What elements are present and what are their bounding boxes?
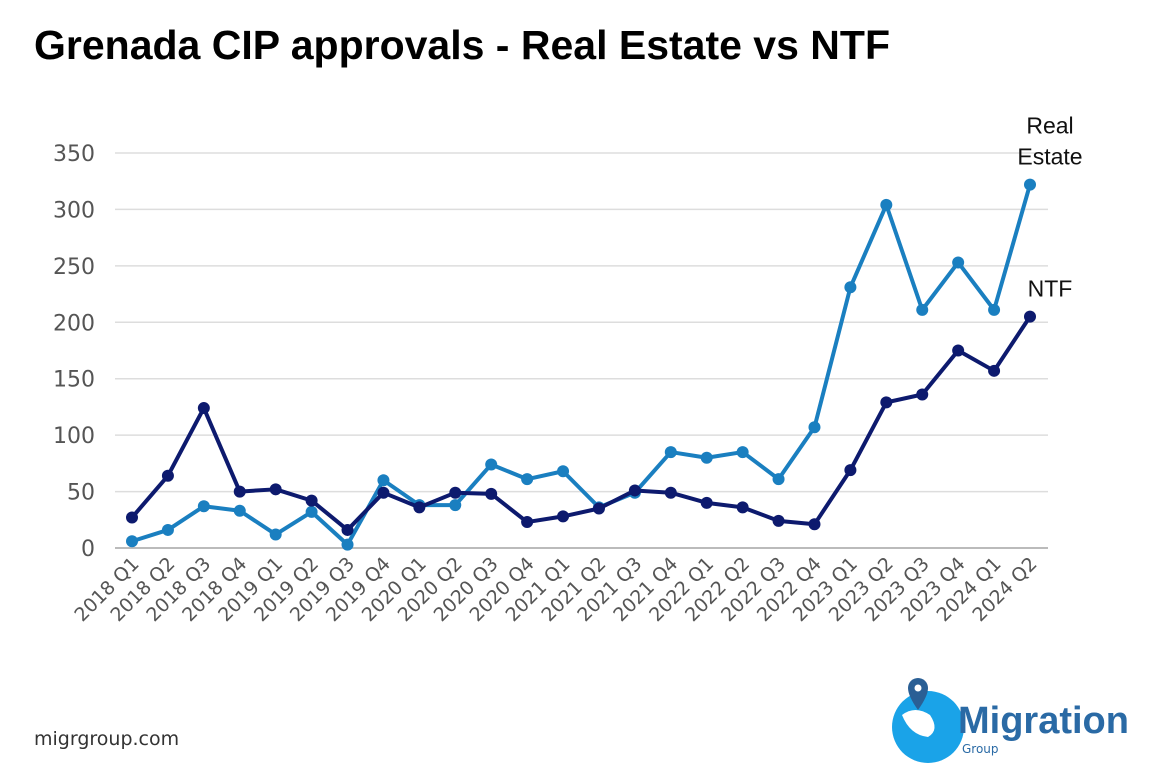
data-point: [521, 473, 534, 486]
data-point: [772, 473, 785, 486]
data-point: [844, 464, 857, 477]
series-label: Real: [1026, 113, 1073, 139]
data-point: [628, 484, 641, 497]
data-point: [305, 505, 318, 518]
y-tick-label: 100: [53, 424, 95, 449]
data-point: [557, 510, 570, 523]
data-point: [449, 499, 462, 512]
logo-sub: Group: [962, 742, 999, 756]
data-point: [808, 421, 821, 434]
data-point: [952, 256, 965, 269]
data-point: [808, 518, 821, 531]
data-point: [916, 388, 929, 401]
data-point: [592, 502, 605, 515]
data-point: [377, 486, 390, 499]
data-point: [377, 474, 390, 487]
y-tick-label: 350: [53, 142, 95, 167]
data-point: [736, 501, 749, 514]
data-point: [700, 451, 713, 464]
data-point: [161, 523, 174, 536]
y-tick-label: 150: [53, 368, 95, 393]
data-point: [916, 303, 929, 316]
website-text: migrgroup.com: [34, 728, 180, 750]
data-point: [413, 501, 426, 514]
data-point: [197, 500, 210, 513]
data-point: [557, 465, 570, 478]
data-point: [880, 198, 893, 211]
data-point: [1024, 178, 1036, 191]
logo-name: Migration: [958, 700, 1129, 742]
y-tick-label: 0: [81, 537, 95, 562]
data-point: [269, 483, 282, 496]
data-point: [126, 511, 138, 524]
data-point: [521, 516, 534, 529]
migration-group-logo: [892, 678, 964, 763]
y-tick-label: 200: [53, 311, 95, 336]
y-tick-label: 50: [67, 481, 95, 506]
series-line-real-estate: [131, 184, 1032, 547]
data-point: [197, 402, 210, 415]
data-point: [1024, 310, 1036, 323]
data-point: [485, 487, 498, 500]
data-point: [988, 364, 1001, 377]
data-point: [772, 514, 785, 527]
data-point: [126, 535, 138, 548]
data-point: [269, 528, 282, 541]
data-point: [700, 496, 713, 509]
data-point: [233, 485, 246, 498]
chart-title: Grenada CIP approvals - Real Estate vs N…: [34, 22, 890, 68]
data-point: [449, 486, 462, 499]
data-point: [952, 344, 965, 357]
data-point: [305, 494, 318, 507]
data-point: [161, 469, 174, 482]
series-label: Estate: [1017, 144, 1082, 170]
y-tick-label: 300: [53, 198, 95, 223]
data-point: [341, 538, 354, 551]
data-point: [233, 504, 246, 517]
data-point: [844, 281, 857, 294]
data-point: [988, 303, 1001, 316]
data-point: [736, 446, 749, 459]
data-point: [341, 523, 354, 536]
series-label: NTF: [1028, 276, 1073, 302]
y-tick-label: 250: [53, 255, 95, 280]
data-point: [664, 486, 677, 499]
data-point: [485, 458, 498, 471]
data-point: [664, 446, 677, 459]
series-line-ntf: [130, 315, 1032, 532]
data-point: [880, 396, 893, 409]
